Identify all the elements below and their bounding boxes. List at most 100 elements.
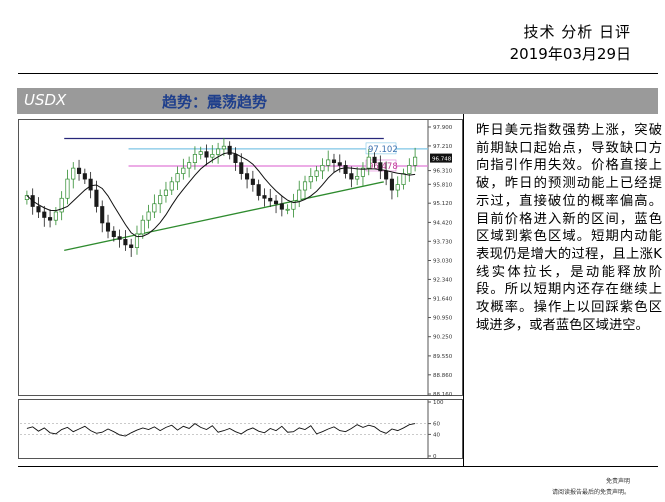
price-tick-label: 91.640 (433, 297, 453, 303)
candle-body (297, 189, 302, 202)
oscillator-pane-frame (18, 399, 463, 459)
instrument-label: USDX (24, 91, 67, 109)
current-price-tag (430, 153, 452, 163)
oscillator-line (26, 423, 416, 437)
candle-body (233, 154, 238, 163)
candle-body (395, 184, 400, 191)
candle-body (152, 203, 157, 213)
candle-body (42, 211, 47, 218)
price-tick-label: 93.030 (433, 259, 453, 265)
candle-body (366, 156, 371, 169)
candle-body (355, 175, 360, 180)
column-divider (463, 114, 464, 466)
disclaimer-note: 请阅读报告最后的免责声明。 (551, 489, 630, 496)
candle-body (216, 148, 221, 155)
candle-body (227, 145, 232, 155)
oscillator-tick-label: 40 (433, 432, 440, 438)
candle-body (256, 184, 261, 196)
candle-body (94, 189, 99, 207)
price-tick-label: 90.950 (433, 316, 453, 322)
chart-panel: 97.900 97.210 96.310 95.810 95.120 94.420 93.7… (18, 114, 463, 466)
price-pane-frame (18, 119, 463, 396)
price-tick-label: 95.120 (433, 201, 453, 207)
footer-divider (18, 466, 658, 467)
price-tick-label: 90.250 (433, 335, 453, 341)
oscillator-tick-label: 100 (433, 400, 444, 406)
section-bar: USDX 趋势：震荡趋势 (17, 88, 658, 114)
oscillator-tick-label: 0 (433, 454, 437, 460)
candle-body (372, 156, 377, 163)
candle-body (187, 162, 192, 169)
candle-body (389, 178, 394, 191)
candle-body (175, 173, 180, 183)
price-tick-label: 95.810 (433, 182, 453, 188)
candle-body (181, 167, 186, 174)
candle-body (140, 219, 145, 235)
candle-body (71, 167, 76, 180)
candle-body (384, 170, 389, 180)
candle-body (285, 208, 290, 211)
candle-body (268, 197, 273, 202)
price-chart: 97.900 97.210 96.310 95.810 95.120 94.420 93.7… (18, 119, 463, 460)
candle-body (308, 175, 313, 183)
candle-body (48, 217, 53, 221)
candle-body (221, 145, 226, 150)
current-price-label: 96.748 (432, 157, 452, 163)
price-tick-label: 94.420 (433, 220, 453, 226)
candle-body (88, 178, 93, 191)
price-tick-label: 97.900 (433, 125, 453, 131)
blue-level-label: 97.102 (368, 145, 398, 155)
header-divider (18, 73, 658, 74)
candle-body (146, 211, 151, 221)
candle-body (343, 165, 348, 174)
report-title: 技术 分析 日评 (523, 23, 631, 41)
candle-body (401, 173, 406, 185)
candle-body (331, 159, 337, 163)
support-trendline (64, 181, 384, 251)
candle-body (65, 178, 70, 199)
candle-body (134, 233, 140, 248)
candle-body (158, 195, 163, 205)
commentary-text: 昨日美元指数强势上涨，突破前期缺口起始点，导致缺口方向指引作用失效。价格直接上破… (476, 123, 662, 333)
candle-body (337, 162, 342, 166)
candle-body (204, 151, 209, 158)
candle-body (192, 154, 197, 163)
candle-body (413, 156, 418, 166)
candle-body (111, 230, 116, 238)
candle-body (273, 200, 279, 205)
price-tick-label: 97.210 (433, 144, 453, 150)
disclaimer-title: 免责声明 (605, 478, 630, 485)
candle-body (326, 159, 331, 166)
candle-body (302, 181, 308, 191)
candle-body (320, 165, 325, 172)
candle-body (105, 222, 111, 232)
candle-body (198, 151, 203, 155)
price-tick-label: 89.550 (433, 354, 453, 360)
candle-body (117, 236, 122, 240)
report-date: 2019年03月29日 (509, 45, 631, 63)
candle-body (129, 244, 134, 248)
blue-level-label-box (365, 142, 397, 155)
candle-body (291, 200, 296, 210)
candle-body (123, 239, 128, 246)
candle-body (279, 203, 284, 210)
candle-body (245, 173, 250, 180)
candle-body (239, 162, 244, 174)
price-tick-label: 96.310 (433, 169, 453, 175)
trend-heading: 趋势：震荡趋势 (162, 93, 268, 111)
candle-body (314, 170, 319, 177)
candle-body (100, 206, 105, 224)
price-tick-label: 88.160 (433, 392, 453, 398)
candle-body (163, 189, 169, 196)
candle-body (262, 195, 267, 199)
candle-body (407, 165, 412, 174)
candle-body (76, 167, 82, 174)
candle-body (82, 173, 87, 180)
moving-average-line (26, 151, 416, 238)
candle-body (53, 211, 58, 221)
price-tick-label: 92.340 (433, 277, 453, 283)
candle-body (59, 197, 64, 213)
candle-body (378, 162, 383, 172)
oscillator-tick-label: 60 (433, 422, 440, 428)
candle-body (210, 154, 215, 158)
